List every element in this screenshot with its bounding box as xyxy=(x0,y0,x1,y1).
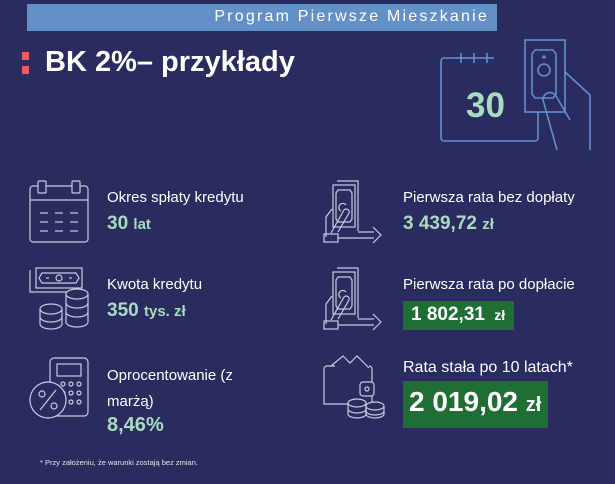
loan-amount-value: 350 xyxy=(107,300,139,321)
loan-amount-label: Kwota kredytu xyxy=(107,276,203,293)
page-title: BK 2%– przykłady xyxy=(45,46,295,78)
fixed-installment-item: Rata stała po 10 latach* 2 019,02 zł xyxy=(403,359,573,428)
first-installment-no-subsidy-item: Pierwsza rata bez dopłaty 3 439,72 zł xyxy=(403,189,575,237)
loan-amount-unit: tys. zł xyxy=(143,303,186,320)
first-installment-with-subsidy-item: Pierwsza rata po dopłacie 1 802,31 zł xyxy=(403,276,575,330)
title-row: BK 2%– przykłady xyxy=(22,46,295,79)
program-title: Program Pierwsze Mieszkanie xyxy=(214,8,489,25)
interest-rate-label-line1: Oprocentowanie (z xyxy=(107,367,233,384)
title-marker-icon xyxy=(22,51,29,74)
hand-payment-arrow-icon xyxy=(323,180,382,244)
footnote: * Przy założeniu, że warunki zostają bez… xyxy=(40,458,198,467)
interest-rate-value: 8,46 xyxy=(107,414,146,436)
calendar-icon xyxy=(29,180,89,243)
hand-payment-arrow-icon xyxy=(323,267,382,331)
wallet-coins-icon xyxy=(323,355,385,419)
fixed-installment-label: Rata stała po 10 latach* xyxy=(403,359,573,376)
first-installment-no-subsidy-value: 3 439,72 xyxy=(403,213,477,234)
first-installment-with-subsidy-unit: zł xyxy=(494,307,506,323)
hero-number: 30 xyxy=(466,86,505,125)
calendar-payment-hero-icon xyxy=(440,39,591,151)
first-installment-no-subsidy-label: Pierwsza rata bez dopłaty xyxy=(403,189,575,206)
cash-coins-icon xyxy=(29,267,89,330)
first-installment-with-subsidy-label: Pierwsza rata po dopłacie xyxy=(403,276,575,293)
loan-period-item: Okres spłaty kredytu 30 lat xyxy=(107,189,244,237)
interest-rate-label-line2: marżą) xyxy=(107,393,154,410)
interest-rate-item: Oprocentowanie (z marżą) 8,46% xyxy=(107,367,233,437)
fixed-installment-value: 2 019,02 xyxy=(409,386,518,417)
loan-period-value: 30 xyxy=(107,213,129,234)
loan-amount-item: Kwota kredytu 350 tys. zł xyxy=(107,276,202,324)
interest-rate-unit: % xyxy=(145,414,164,436)
first-installment-no-subsidy-unit: zł xyxy=(482,216,494,233)
fixed-installment-unit: zł xyxy=(525,394,542,416)
calculator-percent-icon xyxy=(29,357,89,419)
loan-period-label: Okres spłaty kredytu xyxy=(107,189,244,206)
loan-period-unit: lat xyxy=(133,216,151,233)
first-installment-with-subsidy-value: 1 802,31 xyxy=(411,304,485,325)
program-header-bar: Program Pierwsze Mieszkanie xyxy=(27,4,497,31)
